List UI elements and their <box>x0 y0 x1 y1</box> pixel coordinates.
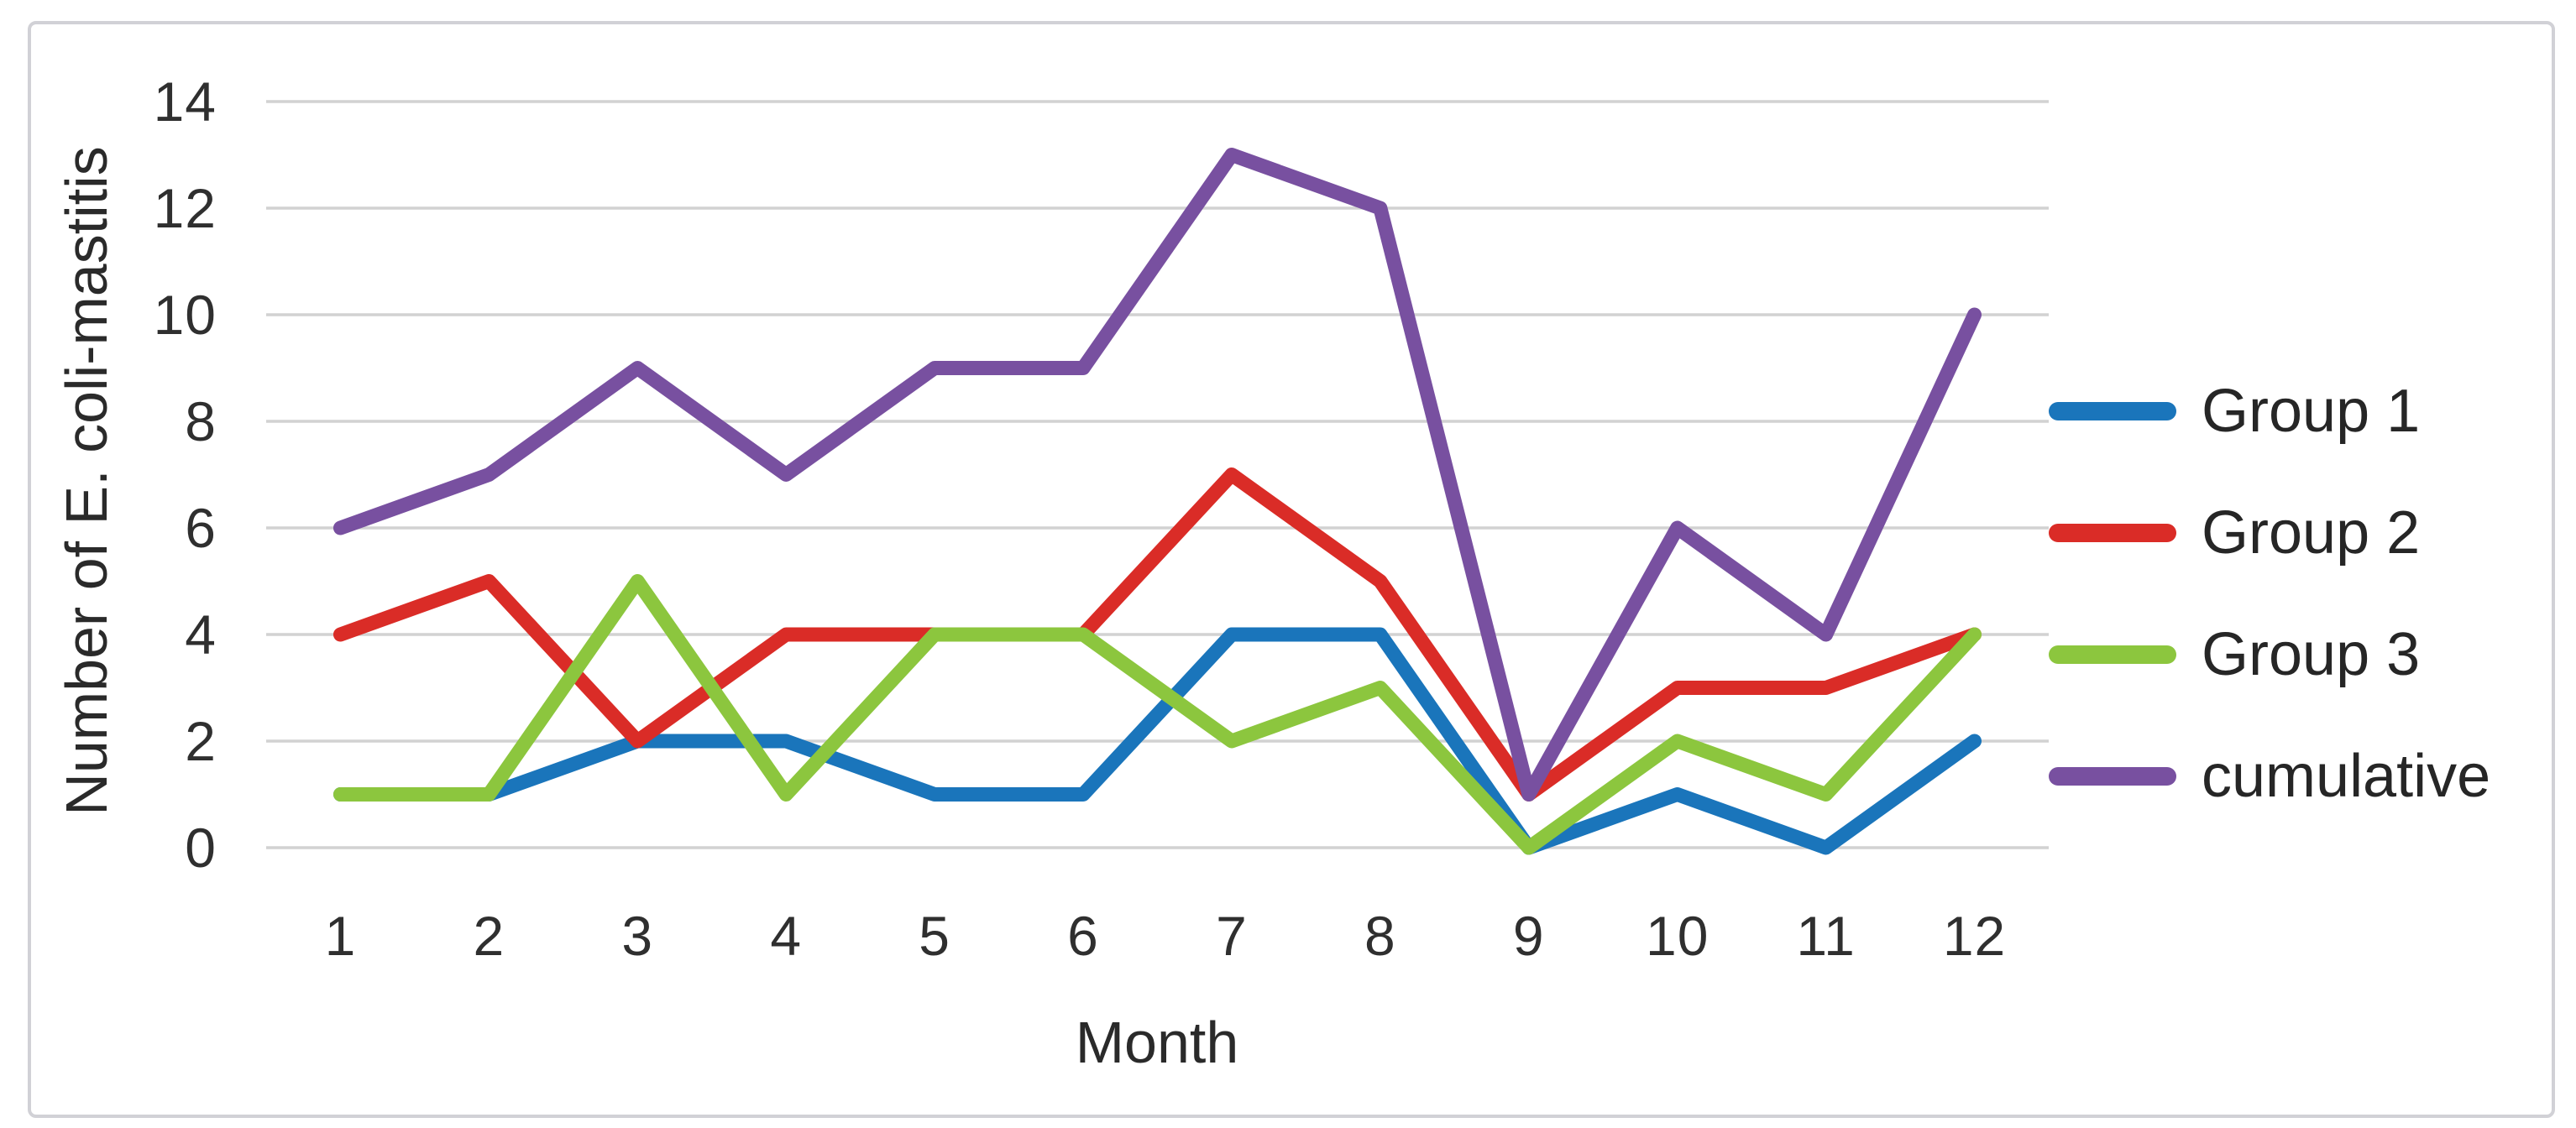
y-tick-label: 6 <box>185 497 217 559</box>
legend-label: Group 1 <box>2202 378 2421 445</box>
legend-label: Group 3 <box>2202 621 2421 688</box>
y-axis-title: Number of E. coli-mastitis <box>54 146 119 816</box>
x-tick-label: 5 <box>919 905 950 967</box>
x-tick-label: 1 <box>324 905 357 967</box>
x-tick-label: 11 <box>1796 905 1856 967</box>
y-tick-label: 2 <box>185 710 217 772</box>
x-tick-label: 4 <box>770 905 803 967</box>
series-line-group-1 <box>332 627 1982 855</box>
legend-swatch-icon <box>2049 402 2176 420</box>
legend: Group 1 Group 2 Group 3 cumulative <box>2049 0 2569 1128</box>
x-tick-label: 9 <box>1512 905 1545 967</box>
x-tick-label: 8 <box>1364 905 1396 967</box>
x-tick-label: 3 <box>621 905 654 967</box>
y-tick-label: 12 <box>153 177 217 239</box>
legend-swatch-icon <box>2049 645 2176 664</box>
y-tick-label: 10 <box>153 284 217 346</box>
legend-label: cumulative <box>2202 743 2491 810</box>
legend-swatch-icon <box>2049 767 2176 786</box>
legend-swatch-icon <box>2049 524 2176 542</box>
series-line-cumulative <box>332 148 1982 802</box>
y-tick-label: 8 <box>185 390 217 452</box>
x-tick-label: 7 <box>1216 905 1248 967</box>
x-tick-label: 10 <box>1645 905 1709 967</box>
series-line-group-3 <box>332 574 1982 855</box>
series-lines <box>332 148 1982 855</box>
x-axis-title: Month <box>1075 1010 1239 1075</box>
y-tick-label: 14 <box>153 70 217 133</box>
x-tick-label: 6 <box>1067 905 1099 967</box>
legend-label: Group 2 <box>2202 499 2421 567</box>
y-tick-label: 4 <box>185 603 217 666</box>
figure-frame <box>28 21 2555 1118</box>
y-tick-label: 0 <box>185 817 217 879</box>
x-tick-label: 12 <box>1942 905 2007 967</box>
series-line-group-2 <box>332 467 1982 802</box>
x-tick-label: 2 <box>473 905 505 967</box>
